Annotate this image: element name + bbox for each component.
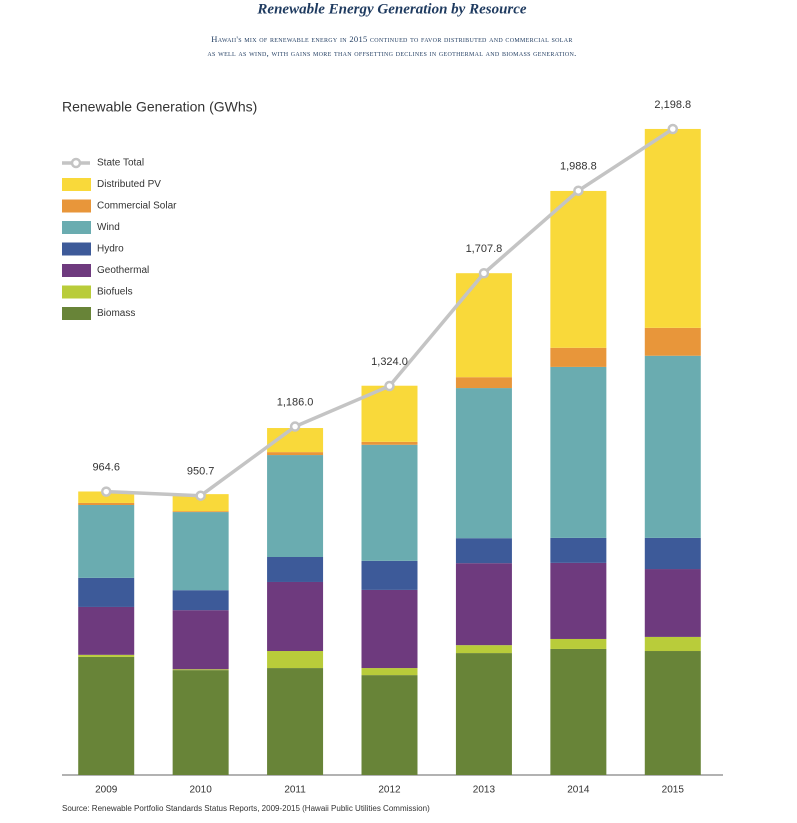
bar-segment (78, 505, 135, 578)
bar-segment (644, 636, 701, 652)
legend-swatch (62, 221, 91, 234)
bar-segment (78, 502, 135, 506)
bar-segment (267, 651, 324, 669)
legend-label: Distributed PV (97, 179, 161, 190)
legend-label: Wind (97, 222, 120, 233)
bar-segment (550, 648, 607, 775)
data-label: 964.6 (92, 462, 120, 474)
data-label: 1,988.8 (560, 161, 597, 173)
data-label: 1,186.0 (277, 396, 314, 408)
total-marker (667, 123, 679, 135)
bar-segment (267, 452, 324, 456)
legend-label: Geothermal (97, 265, 149, 276)
bar-segment (361, 444, 418, 561)
legend-swatch (62, 178, 91, 191)
bar-segment (550, 366, 607, 538)
bar-segment (78, 606, 135, 655)
bar-segment (455, 273, 512, 378)
legend-label: Hydro (97, 244, 124, 255)
bar-segment (644, 569, 701, 637)
bar-segment (550, 537, 607, 563)
bar-segment (172, 669, 229, 671)
chart-title: Renewable Generation (GWhs) (62, 99, 257, 115)
total-marker (289, 421, 301, 432)
page-title: Renewable Energy Generation by Resource (256, 1, 526, 17)
legend-label: Commercial Solar (97, 201, 177, 212)
bar-segment (455, 645, 512, 654)
data-label: 950.7 (187, 466, 215, 478)
data-label: 2,198.8 (654, 99, 691, 111)
bar-segment (455, 563, 512, 646)
bar-segment (78, 656, 135, 775)
total-marker (384, 380, 395, 392)
bar-segment (644, 537, 701, 570)
bar-segment (267, 557, 324, 582)
bar-segment (78, 577, 135, 607)
x-tick-label: 2010 (190, 785, 213, 796)
legend-swatch (62, 285, 91, 299)
bar-segment (361, 668, 418, 676)
total-marker (478, 268, 490, 279)
x-tick-label: 2014 (567, 785, 590, 796)
bar-segment (172, 494, 229, 512)
total-marker (195, 490, 206, 501)
legend-label: Biofuels (97, 287, 133, 298)
x-tick-label: 2012 (378, 785, 401, 796)
bar-segment (644, 355, 701, 538)
legend-label: Biomass (97, 308, 135, 319)
bar-segment (644, 128, 701, 328)
bar-segment (361, 589, 418, 669)
bar-segment (172, 610, 229, 670)
bar-segment (550, 562, 607, 639)
bar-segment (172, 590, 229, 611)
bar-segment (455, 377, 512, 389)
bar-segment (550, 190, 607, 348)
bar-segment (644, 651, 701, 775)
bar-segment (267, 668, 324, 775)
legend-swatch (62, 199, 91, 213)
bar-segment (267, 455, 324, 558)
bar-segment (172, 511, 229, 513)
legend-swatch (62, 264, 91, 277)
x-tick-label: 2015 (662, 785, 685, 796)
bar-segment (550, 347, 607, 367)
bar-segment (172, 512, 229, 591)
source: Source: Renewable Portfolio Standards St… (62, 804, 430, 813)
bar-segment (78, 491, 135, 503)
bar-segment (361, 560, 418, 590)
bar-segment (455, 388, 512, 539)
legend-swatch (62, 242, 91, 256)
bar-segment (267, 581, 324, 652)
total-marker (573, 185, 584, 196)
bar-segment (644, 327, 701, 356)
x-tick-label: 2013 (473, 785, 496, 796)
bar-segment (550, 638, 607, 649)
data-label: 1,707.8 (466, 243, 503, 255)
bar-segment (455, 653, 512, 775)
subtitle: Hawaii's mix of renewable energy in 2015… (211, 34, 572, 44)
legend-swatch (62, 307, 91, 320)
data-label: 1,324.0 (371, 356, 408, 368)
bar-segment (361, 441, 418, 445)
x-tick-label: 2009 (95, 785, 118, 796)
bar-segment (78, 654, 135, 657)
bar-segment (172, 670, 229, 775)
bar-segment (455, 538, 512, 564)
subtitle: as well as wind, with gains more than of… (207, 48, 576, 58)
total-marker (100, 486, 112, 497)
bar-segment (361, 675, 418, 775)
legend-label: State Total (97, 158, 144, 169)
legend-swatch (70, 157, 82, 169)
x-tick-label: 2011 (284, 785, 306, 796)
